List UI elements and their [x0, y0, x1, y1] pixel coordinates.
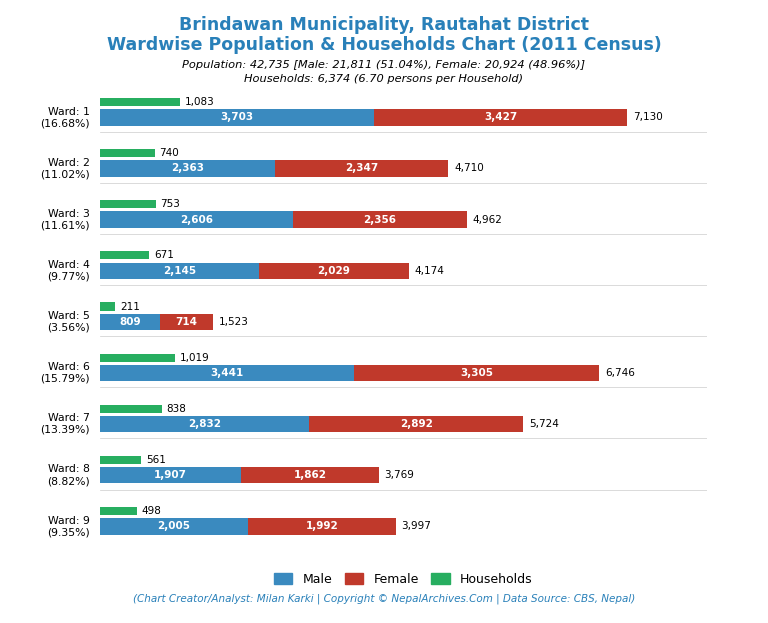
Text: Households: 6,374 (6.70 persons per Household): Households: 6,374 (6.70 persons per Hous… — [244, 74, 524, 84]
Bar — [310, 416, 523, 432]
Text: 3,703: 3,703 — [220, 112, 253, 122]
Text: 4,174: 4,174 — [415, 266, 445, 276]
Bar — [100, 456, 141, 464]
Text: 2,606: 2,606 — [180, 214, 213, 224]
Text: Brindawan Municipality, Rautahat District: Brindawan Municipality, Rautahat Distric… — [179, 16, 589, 34]
Text: 2,145: 2,145 — [163, 266, 196, 276]
Text: 753: 753 — [160, 199, 180, 209]
Bar — [100, 313, 160, 330]
Text: 3,997: 3,997 — [402, 521, 432, 531]
Bar — [259, 262, 409, 279]
Bar — [355, 365, 599, 381]
Text: 5,724: 5,724 — [529, 419, 559, 429]
Text: 2,029: 2,029 — [317, 266, 350, 276]
Text: 7,130: 7,130 — [634, 112, 663, 122]
Bar — [100, 262, 259, 279]
Bar — [100, 353, 175, 362]
Text: 498: 498 — [141, 506, 161, 516]
Bar — [241, 467, 379, 483]
Bar — [100, 405, 162, 413]
Text: 1,083: 1,083 — [184, 97, 214, 107]
Bar — [100, 211, 293, 228]
Bar — [100, 416, 310, 432]
Bar — [100, 98, 180, 106]
Text: 4,710: 4,710 — [454, 163, 484, 173]
Bar — [100, 160, 275, 177]
Bar — [100, 302, 115, 311]
Text: 3,441: 3,441 — [210, 368, 243, 378]
Text: 1,523: 1,523 — [218, 317, 248, 327]
Text: Population: 42,735 [Male: 21,811 (51.04%), Female: 20,924 (48.96%)]: Population: 42,735 [Male: 21,811 (51.04%… — [183, 60, 585, 70]
Bar — [100, 365, 355, 381]
Bar — [275, 160, 449, 177]
Text: 4,962: 4,962 — [473, 214, 503, 224]
Text: 1,862: 1,862 — [293, 470, 326, 480]
Text: 561: 561 — [146, 455, 166, 465]
Text: 740: 740 — [159, 148, 179, 158]
Bar — [100, 149, 154, 157]
Legend: Male, Female, Households: Male, Female, Households — [269, 568, 538, 591]
Text: 3,769: 3,769 — [385, 470, 415, 480]
Bar — [100, 518, 248, 535]
Text: 211: 211 — [120, 302, 140, 312]
Text: 1,907: 1,907 — [154, 470, 187, 480]
Text: 2,005: 2,005 — [157, 521, 190, 531]
Bar — [374, 109, 627, 125]
Text: 2,347: 2,347 — [345, 163, 378, 173]
Text: (Chart Creator/Analyst: Milan Karki | Copyright © NepalArchives.Com | Data Sourc: (Chart Creator/Analyst: Milan Karki | Co… — [133, 593, 635, 604]
Bar — [248, 518, 396, 535]
Bar — [160, 313, 213, 330]
Text: 3,427: 3,427 — [484, 112, 517, 122]
Text: 809: 809 — [119, 317, 141, 327]
Text: 1,992: 1,992 — [306, 521, 338, 531]
Bar — [100, 467, 241, 483]
Text: 2,356: 2,356 — [363, 214, 396, 224]
Text: Wardwise Population & Households Chart (2011 Census): Wardwise Population & Households Chart (… — [107, 36, 661, 54]
Text: 6,746: 6,746 — [605, 368, 635, 378]
Text: 2,892: 2,892 — [400, 419, 433, 429]
Bar — [100, 507, 137, 515]
Bar — [100, 200, 156, 208]
Text: 714: 714 — [175, 317, 197, 327]
Bar — [293, 211, 467, 228]
Text: 2,832: 2,832 — [188, 419, 221, 429]
Text: 838: 838 — [167, 404, 186, 414]
Text: 671: 671 — [154, 250, 174, 260]
Text: 2,363: 2,363 — [170, 163, 204, 173]
Text: 1,019: 1,019 — [180, 353, 210, 363]
Bar — [100, 109, 374, 125]
Text: 3,305: 3,305 — [460, 368, 493, 378]
Bar — [100, 251, 150, 259]
